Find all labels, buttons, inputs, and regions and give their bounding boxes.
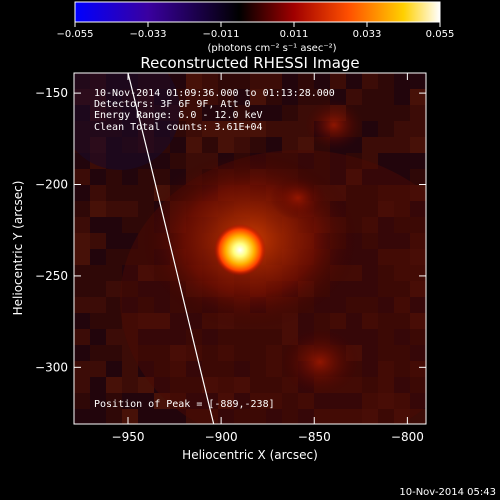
y-axis-label: Heliocentric Y (arcsec) — [11, 181, 25, 316]
chart-title: Reconstructed RHESSI Image — [140, 54, 359, 72]
y-tick-label: −200 — [35, 178, 68, 192]
x-tick-label: −950 — [112, 430, 145, 444]
y-tick-label: −300 — [35, 360, 68, 374]
info-line-time: 10-Nov-2014 01:09:36.000 to 01:13:28.000 — [94, 88, 335, 99]
heatmap-image — [74, 73, 426, 424]
info-line-detectors: Detectors: 3F 6F 9F, Att 0 — [94, 99, 251, 110]
colorbar-ticks: −0.055 −0.033 −0.011 0.011 0.033 0.055 — [56, 22, 454, 40]
peak-position-label: Position of Peak = [-889,-238] — [94, 399, 275, 410]
axis-ticks: −950 −900 −850 −800 −150 −200 −250 −300 — [35, 73, 426, 444]
x-axis-label: Heliocentric X (arcsec) — [182, 448, 318, 462]
colorbar-tick-label: 0.055 — [426, 29, 455, 40]
x-tick-label: −900 — [205, 430, 238, 444]
plot-frame — [73, 72, 427, 425]
x-tick-label: −850 — [298, 430, 331, 444]
solar-limb-line — [127, 73, 215, 424]
colorbar-tick-label: 0.011 — [280, 29, 309, 40]
colorbar-tick-label: −0.055 — [56, 29, 93, 40]
colorbar-unit-label: (photons cm⁻² s⁻¹ asec⁻²) — [207, 43, 336, 54]
colorbar-tick-label: −0.033 — [129, 29, 166, 40]
y-tick-label: −250 — [35, 269, 68, 283]
x-tick-label: −800 — [391, 430, 424, 444]
timestamp: 10-Nov-2014 05:43 — [399, 487, 496, 498]
colorbar-tick-label: 0.033 — [353, 29, 382, 40]
info-line-counts: Clean Total counts: 3.61E+04 — [94, 122, 263, 133]
info-line-energy: Energy Range: 6.0 - 12.0 keV — [94, 110, 263, 121]
y-tick-label: −150 — [35, 86, 68, 100]
colorbar-tick-label: −0.011 — [202, 29, 239, 40]
colorbar — [74, 1, 441, 23]
